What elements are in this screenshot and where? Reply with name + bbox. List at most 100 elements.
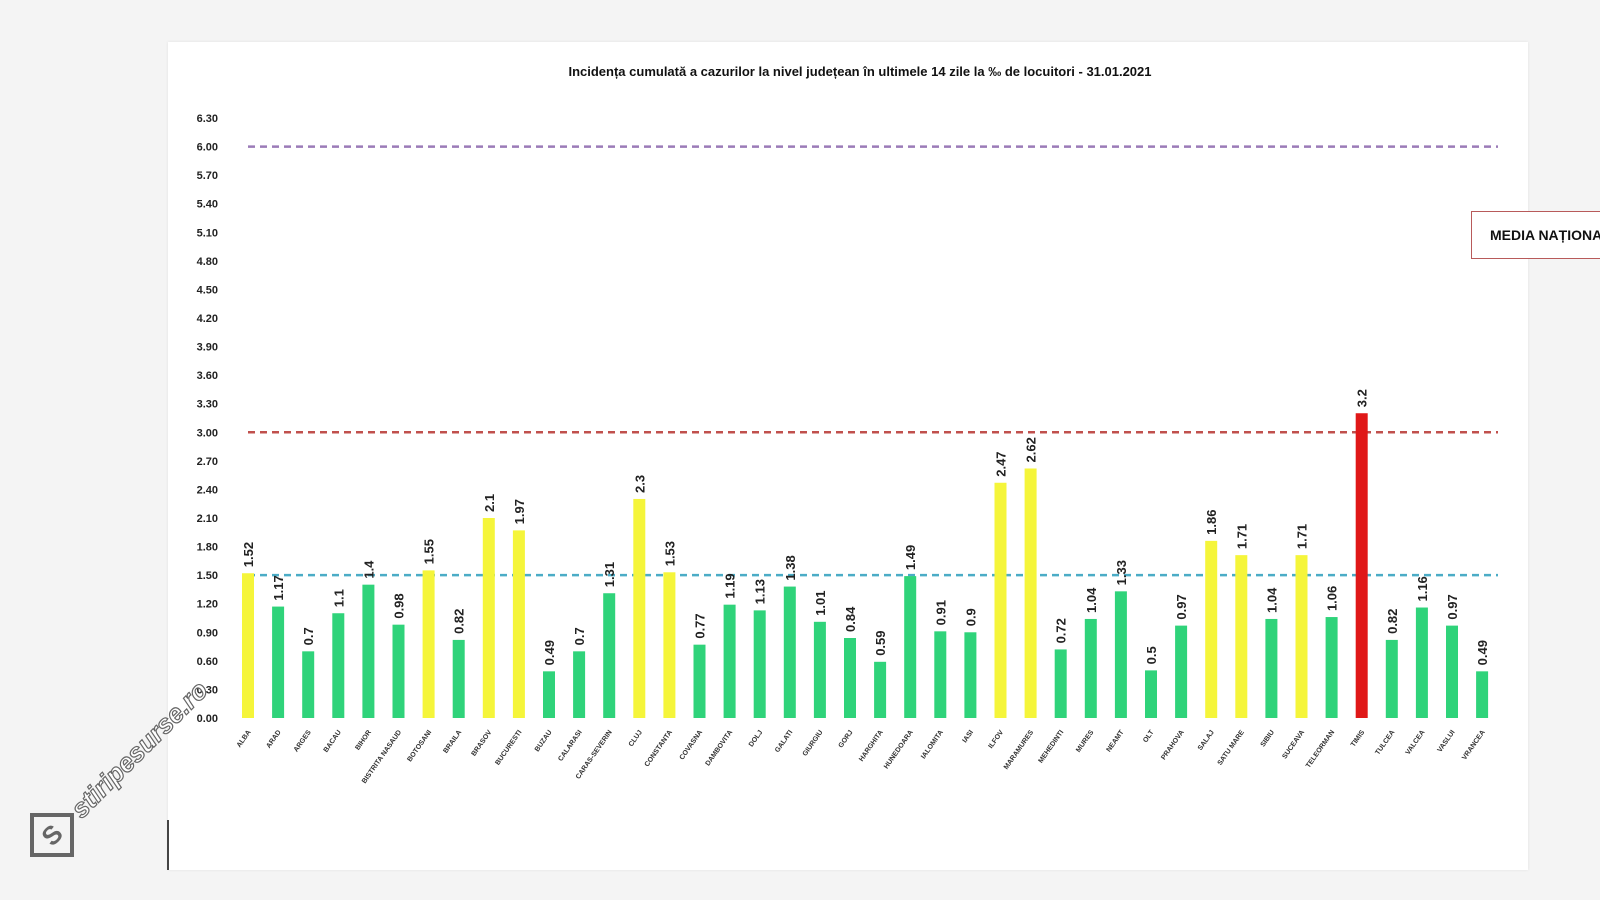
category-label: VASLUI: [1436, 729, 1456, 754]
bar-buzau: [543, 671, 555, 718]
category-label: GORJ: [838, 729, 855, 749]
bar-alba: [242, 573, 254, 718]
bar-galati: [783, 586, 796, 718]
watermark: S stiripesurse.ro: [12, 640, 252, 880]
category-label: GALATI: [774, 729, 794, 754]
bar-covasna: [693, 644, 706, 718]
value-label: 1.04: [1264, 587, 1279, 613]
value-label: 1.16: [1415, 576, 1430, 601]
category-label: MURES: [1075, 729, 1095, 754]
value-label: 0.97: [1445, 594, 1460, 619]
bar-caras-severin: [603, 593, 616, 718]
bar-giurgiu: [813, 621, 826, 718]
value-label: 1.17: [271, 575, 286, 600]
y-tick-label: 0.30: [197, 684, 218, 696]
category-label: DAMBOVITA: [704, 729, 734, 767]
value-label: 0.49: [542, 640, 557, 665]
bar-ilfov: [994, 482, 1007, 718]
category-label: NEAMT: [1106, 729, 1126, 754]
bar-mehedinti: [1054, 649, 1067, 718]
bar-satu-mare: [1235, 555, 1248, 718]
y-tick-label: 0.00: [197, 713, 218, 725]
value-label: 1.71: [1295, 524, 1310, 549]
bar-dambovita: [723, 604, 736, 718]
y-tick-label: 4.80: [197, 256, 218, 268]
y-tick-label: 1.50: [197, 570, 218, 582]
bar-olt: [1145, 670, 1157, 718]
category-label: BOTOSANI: [406, 729, 433, 763]
value-label: 0.82: [1385, 609, 1400, 634]
bar-salaj: [1205, 540, 1218, 718]
bar-vaslui: [1446, 625, 1458, 718]
category-label: TIMIS: [1350, 729, 1367, 749]
category-label: BUZAU: [534, 729, 554, 753]
y-tick-label: 0.90: [197, 627, 218, 639]
value-label: 1.97: [512, 499, 527, 524]
y-tick-label: 2.70: [197, 456, 218, 468]
watermark-text: stiripesurse.ro: [65, 675, 214, 824]
bar-valcea: [1415, 607, 1428, 718]
bar-bucuresti: [512, 530, 525, 718]
value-label: 0.7: [572, 627, 587, 645]
bar-calarasi: [573, 651, 586, 718]
value-label: 3.2: [1355, 389, 1370, 407]
bar-brasov: [482, 518, 495, 718]
national-average-legend: MEDIA NAȚIONALĂ 1,81: [1471, 211, 1600, 259]
bar-botosani: [422, 570, 435, 718]
value-label: 1.13: [753, 579, 768, 604]
watermark-logo-letter: S: [35, 818, 68, 851]
y-tick-label: 3.90: [197, 342, 218, 354]
category-label: VALCEA: [1405, 729, 1427, 756]
category-label: IALOMITA: [920, 729, 945, 760]
category-label: VRANCEA: [1461, 729, 1487, 761]
y-tick-label: 1.20: [197, 599, 218, 611]
category-label: ILFOV: [988, 729, 1006, 750]
category-label: HARGHITA: [858, 729, 885, 763]
bar-chart: Incidența cumulată a cazurilor la nivel …: [197, 64, 1498, 785]
category-label: DOLJ: [748, 729, 765, 748]
bar-iasi: [964, 632, 977, 718]
value-label: 0.5: [1144, 646, 1159, 664]
value-label: 1.4: [361, 560, 376, 579]
category-label: TULCEA: [1374, 729, 1396, 756]
bar-arges: [302, 651, 315, 718]
category-label: ARAD: [265, 729, 282, 750]
bar-hunedoara: [904, 576, 917, 718]
bar-sibiu: [1265, 618, 1278, 718]
category-label: CONSTANTA: [644, 729, 674, 768]
bar-mures: [1084, 618, 1097, 718]
bar-bacau: [332, 613, 345, 718]
y-tick-label: 4.20: [197, 313, 218, 325]
value-label: 1.1: [331, 589, 346, 607]
bar-harghita: [874, 661, 887, 718]
value-label: 0.97: [1174, 594, 1189, 619]
value-label: 0.9: [963, 608, 978, 626]
bar-tulcea: [1385, 639, 1398, 718]
y-tick-label: 3.30: [197, 399, 218, 411]
category-label: GIURGIU: [802, 729, 825, 758]
y-tick-label: 3.60: [197, 370, 218, 382]
y-tick-label: 6.30: [197, 113, 218, 125]
bar-prahova: [1175, 625, 1188, 718]
bar-braila: [452, 639, 465, 718]
bar-arad: [272, 606, 285, 718]
category-label: BRASOV: [471, 729, 494, 758]
y-tick-label: 5.10: [197, 227, 218, 239]
value-label: 0.49: [1475, 640, 1490, 665]
y-tick-label: 5.40: [197, 199, 218, 211]
category-label: TELEORMAN: [1305, 729, 1336, 769]
bar-vrancea: [1476, 671, 1489, 718]
value-label: 1.04: [1084, 587, 1099, 613]
y-tick-label: 5.70: [197, 170, 218, 182]
y-tick-label: 4.50: [197, 284, 218, 296]
bar-neamt: [1114, 591, 1127, 718]
value-label: 1.71: [1234, 524, 1249, 549]
y-tick-label: 1.80: [197, 542, 218, 554]
category-label: SATU MARE: [1217, 729, 1246, 767]
bar-bihor: [362, 584, 375, 718]
value-label: 0.72: [1054, 618, 1069, 643]
value-label: 1.06: [1325, 586, 1340, 611]
bar-ialomita: [934, 631, 947, 718]
value-label: 1.38: [783, 555, 798, 580]
y-tick-label: 2.10: [197, 513, 218, 525]
